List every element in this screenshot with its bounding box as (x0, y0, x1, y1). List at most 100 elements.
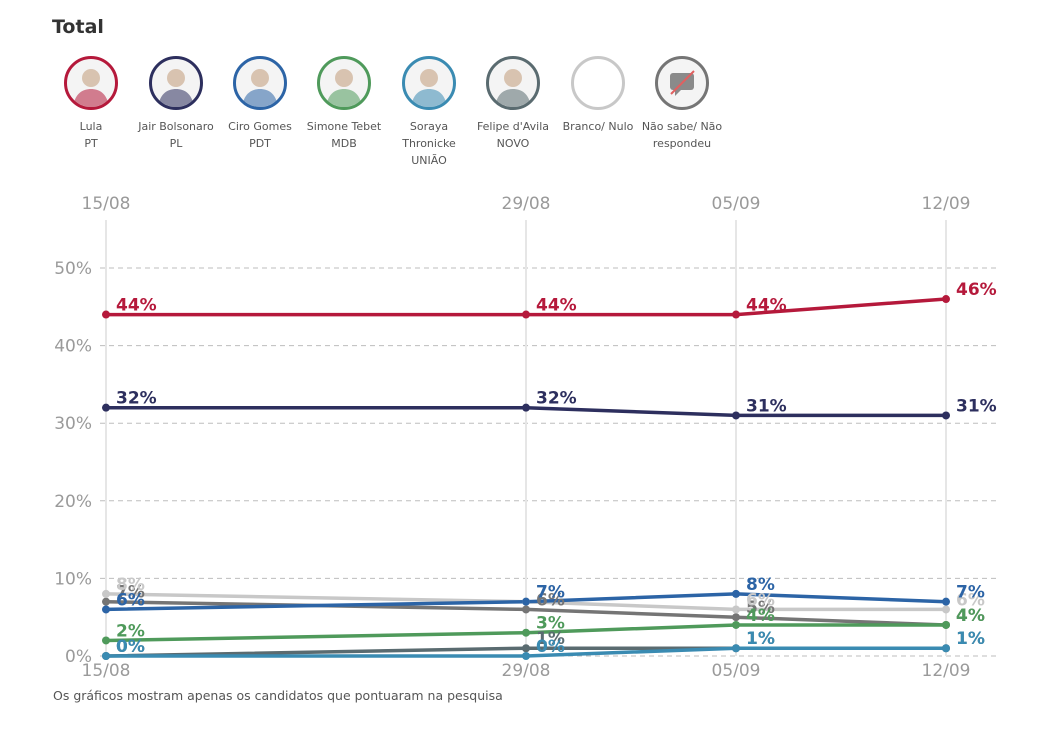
candidate-davila[interactable]: Felipe d'Avila NOVO (467, 56, 559, 152)
data-label: 4% (956, 606, 985, 626)
data-point[interactable] (522, 605, 530, 614)
data-point[interactable] (732, 613, 740, 622)
data-label: 8% (746, 575, 775, 595)
data-point[interactable] (522, 597, 530, 606)
candidate-name: Soraya Thronicke (402, 120, 456, 150)
candidate-bolsonaro[interactable]: Jair Bolsonaro PL (130, 56, 222, 152)
y-tick-label: 40% (54, 337, 92, 357)
data-label: 44% (536, 296, 577, 316)
data-point[interactable] (522, 644, 530, 653)
person-silhouette-icon (242, 69, 278, 107)
data-label: 7% (956, 583, 985, 603)
candidate-tebet[interactable]: Simone Tebet MDB (298, 56, 390, 152)
avatar (402, 56, 456, 110)
data-label: 6% (116, 590, 145, 610)
data-point[interactable] (522, 403, 530, 412)
person-silhouette-icon (158, 69, 194, 107)
avatar (486, 56, 540, 110)
data-label: 46% (956, 280, 997, 300)
candidate-name: Ciro Gomes (228, 120, 292, 133)
data-label: 31% (746, 396, 787, 416)
data-point[interactable] (102, 636, 110, 645)
x-tick-label-bottom: 15/08 (82, 661, 131, 680)
data-point[interactable] (732, 605, 740, 614)
candidate-ciro[interactable]: Ciro Gomes PDT (214, 56, 306, 152)
data-label: 1% (956, 629, 985, 649)
data-point[interactable] (522, 310, 530, 319)
chart-title: Total (52, 16, 104, 38)
candidate-name: Lula (79, 120, 103, 133)
data-label: 6% (746, 590, 775, 610)
person-silhouette-icon (73, 69, 109, 107)
date-lines (105, 220, 947, 656)
x-tick-label-top: 15/08 (82, 194, 131, 214)
candidate-party: MDB (331, 137, 357, 150)
x-axis-top-ticks: 15/08 29/08 05/09 12/09 (82, 194, 971, 214)
avatar (64, 56, 118, 110)
x-tick-label-top: 05/09 (712, 194, 761, 214)
y-tick-label: 20% (54, 492, 92, 512)
data-label: 44% (116, 296, 157, 316)
data-label: 0% (116, 637, 145, 657)
data-point[interactable] (102, 605, 110, 614)
data-label: 44% (746, 296, 787, 316)
footnote: Os gráficos mostram apenas os candidatos… (53, 688, 503, 703)
data-label: 32% (116, 389, 157, 409)
crossed-speech-bubble-icon (670, 70, 695, 96)
data-point[interactable] (942, 597, 950, 606)
candidate-soraya[interactable]: Soraya Thronicke UNIÃO (383, 56, 475, 169)
data-label: 1% (536, 629, 565, 649)
series-line (104, 592, 948, 612)
candidate-party: PL (169, 137, 183, 150)
data-point[interactable] (942, 411, 950, 420)
data-point[interactable] (732, 589, 740, 598)
data-point[interactable] (522, 628, 530, 637)
data-label: 1% (956, 629, 985, 649)
data-point[interactable] (102, 597, 110, 606)
data-label: 32% (536, 389, 577, 409)
data-point[interactable] (102, 652, 110, 660)
data-point[interactable] (942, 620, 950, 629)
avatar (571, 56, 625, 110)
line-chart: 0% 10% 20% 30% 40% 50% 15/08 29/08 05/09 12/09 1… (54, 194, 1000, 680)
y-tick-label: 10% (54, 569, 92, 589)
data-point[interactable] (102, 310, 110, 319)
data-point[interactable] (102, 589, 110, 598)
candidate-nao-sabe[interactable]: Não sabe/ Não respondeu (636, 56, 728, 152)
series-points (102, 295, 950, 660)
gridlines (100, 267, 1000, 657)
data-label: 7% (536, 583, 565, 603)
candidate-name: Não sabe/ Não respondeu (641, 120, 723, 150)
data-point[interactable] (522, 652, 530, 660)
y-axis-ticks: 0% 10% 20% 30% 40% 50% (54, 259, 92, 667)
data-point[interactable] (942, 605, 950, 614)
candidate-lula[interactable]: Lula PT (45, 56, 137, 152)
candidate-name: Felipe d'Avila (476, 120, 550, 133)
data-point[interactable] (942, 295, 950, 304)
data-label: 31% (956, 396, 997, 416)
data-label: 5% (746, 598, 775, 618)
data-point[interactable] (942, 644, 950, 653)
candidate-party: PDT (249, 137, 271, 150)
series-line (104, 297, 948, 317)
series-line (104, 592, 948, 612)
data-labels: 7% 6% 5% 4%8% 7% 6% 6%0% 1% 1% 1%0% 0% 1% 1%2% 3% 4% 4%… (116, 280, 997, 657)
data-point[interactable] (732, 644, 740, 653)
data-label: 7% (116, 583, 145, 603)
x-tick-label-bottom: 12/09 (922, 661, 971, 680)
avatar (149, 56, 203, 110)
data-label: 2% (116, 621, 145, 641)
candidate-branco-nulo[interactable]: Branco/ Nulo (552, 56, 644, 135)
x-tick-label-top: 29/08 (502, 194, 551, 214)
data-label: 0% (536, 637, 565, 657)
x-tick-label-bottom: 05/09 (712, 661, 761, 680)
data-point[interactable] (732, 411, 740, 420)
data-label: 0% (116, 637, 145, 657)
series-line (104, 405, 948, 418)
data-point[interactable] (102, 403, 110, 412)
data-point[interactable] (732, 620, 740, 629)
data-point[interactable] (732, 310, 740, 319)
x-tick-label-top: 12/09 (922, 194, 971, 214)
series-line (104, 623, 948, 643)
x-tick-label-bottom: 29/08 (502, 661, 551, 680)
